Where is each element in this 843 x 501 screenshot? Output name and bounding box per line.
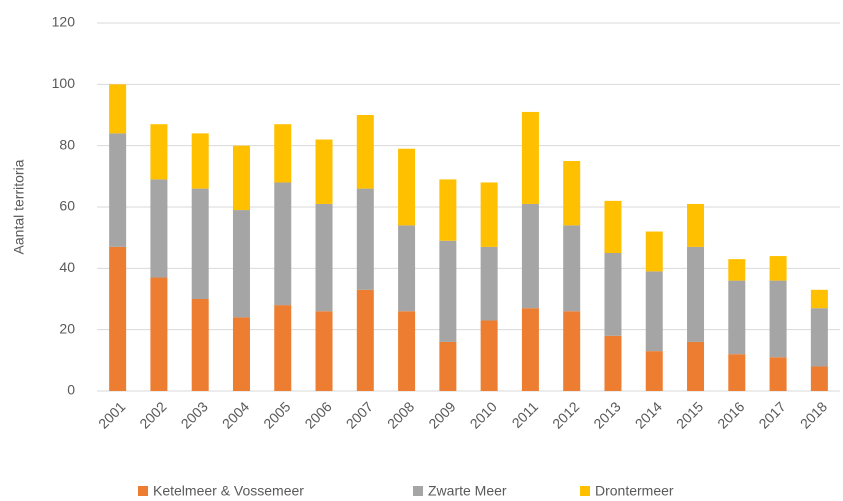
y-tick-label: 60: [59, 198, 75, 214]
bar-segment: [810, 366, 828, 391]
bar-segment: [563, 161, 581, 226]
legend-label: Zwarte Meer: [428, 483, 507, 499]
bar-segment: [274, 305, 292, 391]
bar-segment: [109, 84, 127, 134]
bar-segment: [645, 351, 663, 391]
y-tick-label: 0: [67, 382, 75, 398]
bar-segment: [563, 225, 581, 312]
y-tick-label: 40: [59, 259, 75, 275]
bar-segment: [521, 111, 539, 204]
bar-segment: [810, 308, 828, 367]
bar-segment: [769, 357, 787, 391]
x-tick-label: 2008: [384, 398, 417, 431]
bar-segment: [480, 182, 498, 247]
bar-segment: [480, 320, 498, 391]
bar-segment: [356, 289, 374, 391]
bar-segment: [232, 210, 250, 318]
bar-segment: [274, 182, 292, 306]
x-tick-label: 2009: [425, 398, 458, 431]
bar-segment: [439, 179, 457, 241]
bar-segment: [604, 200, 622, 253]
bar-segment: [521, 308, 539, 391]
bar-segment: [315, 203, 333, 312]
legend-label: Drontermeer: [595, 483, 674, 499]
x-tick-label: 2002: [136, 398, 169, 431]
bar-segment: [645, 231, 663, 272]
bar-segment: [769, 256, 787, 281]
bar-segment: [398, 311, 416, 391]
bar-segment: [563, 311, 581, 391]
bar-segment: [398, 225, 416, 312]
bar-segment: [439, 341, 457, 391]
bar-segment: [604, 335, 622, 391]
bar-segment: [480, 246, 498, 321]
bar-segment: [810, 289, 828, 309]
bar-segment: [645, 271, 663, 352]
x-tick-label: 2017: [755, 398, 788, 431]
x-tick-label: 2012: [549, 398, 582, 431]
bar-segment: [232, 145, 250, 211]
bar-segment: [356, 188, 374, 290]
bar-segment: [728, 259, 746, 281]
legend-swatch: [413, 486, 423, 496]
x-tick-label: 2003: [178, 398, 211, 431]
bar-segment: [687, 246, 705, 342]
x-tick-label: 2018: [797, 398, 830, 431]
bar-segment: [521, 203, 539, 309]
y-axis-label: Aantal territoria: [11, 159, 27, 254]
x-tick-label: 2016: [714, 398, 747, 431]
bar-segment: [232, 317, 250, 391]
bar-segment: [150, 124, 168, 180]
bar-segment: [315, 139, 333, 204]
bar-segment: [687, 203, 705, 247]
x-tick-label: 2005: [260, 398, 293, 431]
bar-segment: [109, 246, 127, 391]
bar-segment: [274, 124, 292, 183]
x-tick-label: 2006: [301, 398, 334, 431]
bar-segment: [687, 341, 705, 391]
bar-segment: [150, 277, 168, 391]
bar-segment: [109, 133, 127, 247]
bar-segment: [191, 133, 209, 189]
x-tick-label: 2014: [632, 398, 665, 431]
bar-segment: [439, 240, 457, 342]
bar-segment: [191, 188, 209, 299]
bar-segment: [150, 179, 168, 278]
x-tick-label: 2004: [219, 398, 252, 431]
bar-segment: [728, 280, 746, 355]
x-tick-label: 2010: [467, 398, 500, 431]
x-tick-label: 2007: [343, 398, 376, 431]
legend-swatch: [580, 486, 590, 496]
y-tick-label: 120: [52, 14, 76, 30]
bar-segment: [769, 280, 787, 358]
legend-swatch: [138, 486, 148, 496]
x-tick-label: 2001: [95, 398, 128, 431]
bar-segment: [356, 115, 374, 189]
x-tick-label: 2011: [509, 398, 542, 431]
y-tick-label: 20: [59, 320, 75, 336]
bar-segment: [728, 354, 746, 391]
bar-segment: [315, 311, 333, 391]
y-tick-label: 100: [52, 75, 76, 91]
legend-label: Ketelmeer & Vossemeer: [153, 483, 304, 499]
y-tick-label: 80: [59, 136, 75, 152]
bar-segment: [191, 299, 209, 391]
bar-segment: [398, 148, 416, 226]
x-tick-label: 2013: [590, 398, 623, 431]
x-tick-label: 2015: [673, 398, 706, 431]
bar-segment: [604, 253, 622, 336]
